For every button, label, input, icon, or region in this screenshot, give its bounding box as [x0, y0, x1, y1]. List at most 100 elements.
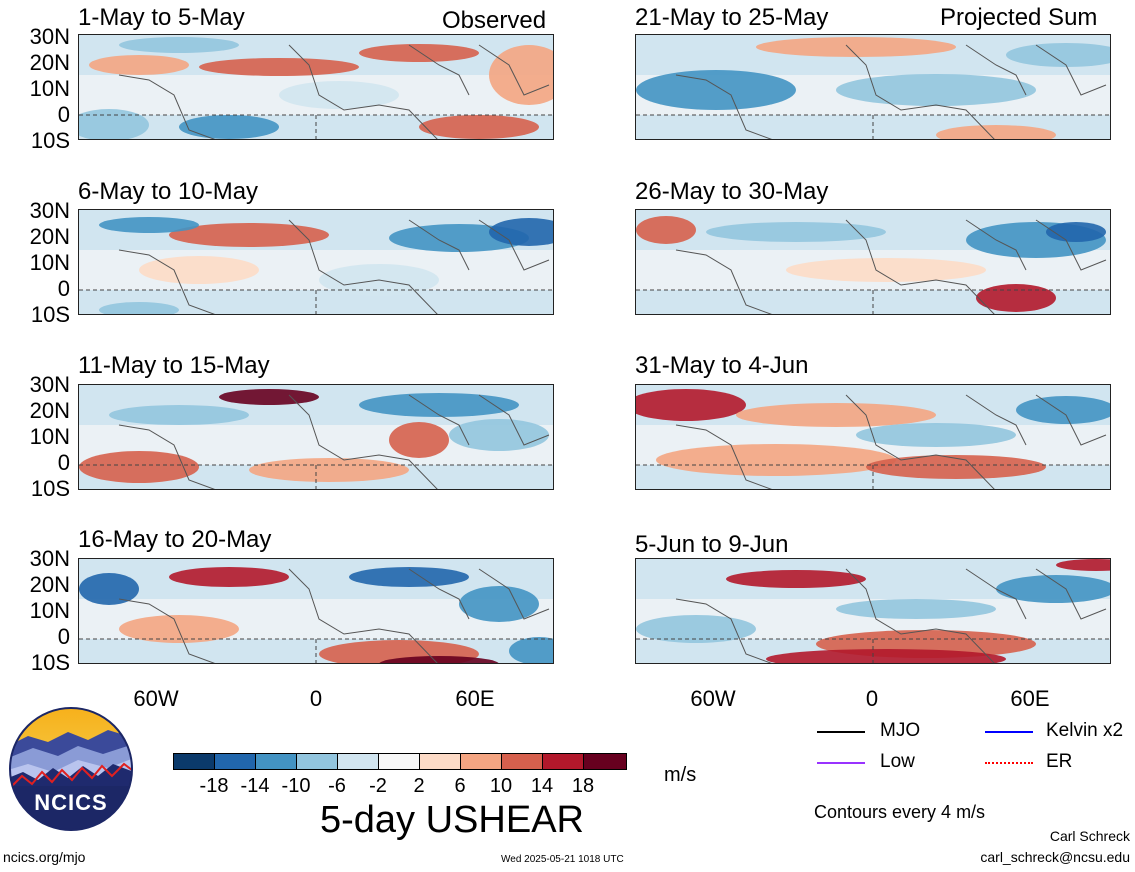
panel-title-5: 21-May to 25-May: [635, 4, 829, 31]
coastline: [118, 394, 550, 489]
shear-anomaly-blob: [866, 455, 1046, 479]
shear-map: [79, 210, 553, 314]
panel-title-1: 1-May to 5-May: [78, 4, 245, 31]
lat-label: 0: [57, 102, 70, 127]
lat-label: 10S: [30, 128, 70, 153]
shear-anomaly-blob: [79, 573, 139, 605]
shear-anomaly-blob: [419, 115, 539, 139]
mjo-line-swatch: [817, 731, 865, 733]
panel-title-8: 5-Jun to 9-Jun: [635, 531, 789, 558]
footer-email: carl_schreck@ncsu.edu: [980, 849, 1130, 865]
map-panel-5: [635, 34, 1111, 140]
lat-label: 20N: [29, 572, 70, 597]
shear-anomaly-blob: [119, 37, 239, 53]
shear-anomaly-blob: [359, 393, 519, 417]
map-panel-8: [635, 558, 1111, 664]
lat-label: 10S: [30, 650, 70, 675]
colorbar-swatch: [255, 753, 297, 770]
lat-label: 20N: [29, 50, 70, 75]
ncics-logo: NCICS: [8, 706, 134, 832]
shear-anomaly-blob: [509, 637, 553, 663]
colorbar-label: -14: [240, 775, 270, 797]
projected-label: Projected Sum: [940, 4, 1098, 31]
shear-anomaly-blob: [936, 125, 1056, 139]
shear-anomaly-blob: [249, 458, 409, 482]
lon-label: 60E: [455, 686, 495, 711]
shear-anomaly-blob: [1046, 222, 1106, 242]
shear-map: [636, 210, 1110, 314]
lat-label: 30N: [29, 198, 70, 223]
shear-map: [636, 385, 1110, 489]
shear-anomaly-blob: [636, 70, 796, 110]
colorbar-label: 14: [530, 775, 554, 797]
map-panel-2: [78, 209, 554, 315]
shear-anomaly-blob: [169, 223, 329, 247]
lat-label: 20N: [29, 398, 70, 423]
shear-map: [79, 559, 553, 663]
lat-label: 10N: [29, 598, 70, 623]
colorbar-swatch: [583, 753, 627, 770]
map-panel-3: [78, 384, 554, 490]
shear-anomaly-blob: [1056, 559, 1110, 571]
lat-label: 0: [57, 450, 70, 475]
shear-anomaly-blob: [636, 216, 696, 244]
shear-anomaly-blob: [169, 567, 289, 587]
lat-label: 10S: [30, 302, 70, 327]
shear-anomaly-blob: [459, 586, 539, 622]
shear-map: [79, 35, 553, 139]
shear-anomaly-blob: [219, 389, 319, 405]
colorbar: [173, 753, 627, 770]
colorbar-swatch: [542, 753, 584, 770]
shear-anomaly-blob: [489, 218, 553, 246]
lon-label: 60E: [1010, 686, 1050, 711]
colorbar-swatch: [419, 753, 461, 770]
legend-kelvin: Kelvin x2: [1046, 720, 1124, 741]
contour-interval-note: Contours every 4 m/s: [814, 802, 986, 822]
shear-anomaly-blob: [449, 419, 549, 451]
colorbar-swatch: [296, 753, 338, 770]
colorbar-swatch: [337, 753, 379, 770]
map-panel-4: [78, 558, 554, 664]
lon-label: 0: [865, 686, 879, 711]
shear-anomaly-blob: [379, 656, 499, 663]
map-panel-6: [635, 209, 1111, 315]
shear-anomaly-blob: [199, 58, 359, 76]
shear-anomaly-blob: [119, 615, 239, 643]
legend-low: Low: [880, 751, 915, 772]
map-panel-7: [635, 384, 1111, 490]
legend-er: ER: [1046, 751, 1073, 772]
colorbar-label: 6: [454, 775, 466, 797]
observed-label: Observed: [442, 7, 547, 34]
shear-anomaly-blob: [636, 389, 746, 421]
coastline: [675, 568, 1107, 663]
shear-anomaly-blob: [976, 284, 1056, 312]
lat-label: 10N: [29, 76, 70, 101]
coastline: [118, 219, 550, 314]
footer-timestamp: Wed 2025-05-21 1018 UTC: [501, 854, 624, 865]
colorbar-units: m/s: [664, 764, 697, 786]
shear-anomaly-blob: [79, 109, 149, 139]
shear-map: [636, 559, 1110, 663]
ncics-logo-text: NCICS: [34, 790, 108, 815]
colorbar-label: -2: [369, 775, 387, 797]
shear-anomaly-blob: [996, 575, 1110, 603]
er-line-swatch: [985, 762, 1033, 764]
colorbar-label: -18: [199, 775, 229, 797]
lat-label: 10N: [29, 250, 70, 275]
shear-anomaly-blob: [636, 615, 756, 643]
colorbar-label: -6: [328, 775, 346, 797]
coastline: [118, 44, 550, 139]
colorbar-label: 10: [489, 775, 513, 797]
shear-anomaly-blob: [99, 217, 199, 233]
colorbar-label: 2: [413, 775, 425, 797]
colorbar-swatch: [173, 753, 215, 770]
shear-anomaly-blob: [349, 567, 469, 587]
lon-label: 60W: [133, 686, 179, 711]
shear-anomaly-blob: [726, 570, 866, 588]
shear-anomaly-blob: [836, 74, 1036, 106]
shear-anomaly-blob: [139, 256, 259, 284]
lat-label: 30N: [29, 24, 70, 49]
shear-anomaly-blob: [1006, 43, 1110, 67]
lon-label: 0: [309, 686, 323, 711]
coastline: [675, 44, 1107, 139]
